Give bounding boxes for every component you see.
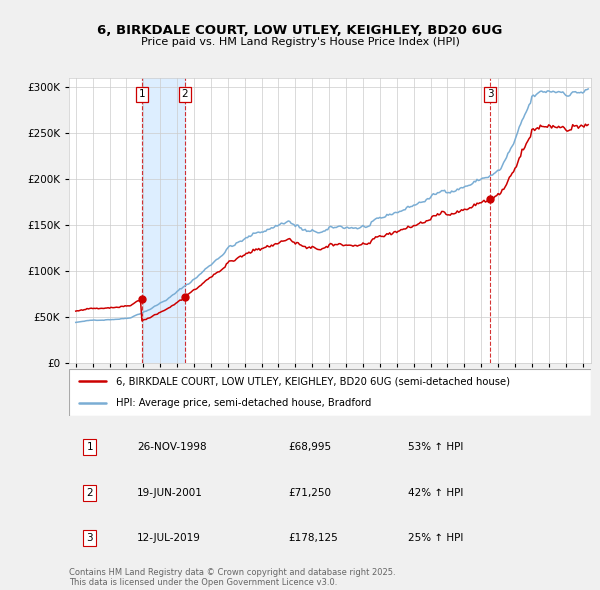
Text: £68,995: £68,995 (288, 442, 331, 453)
Text: 2: 2 (182, 89, 188, 99)
Text: 6, BIRKDALE COURT, LOW UTLEY, KEIGHLEY, BD20 6UG (semi-detached house): 6, BIRKDALE COURT, LOW UTLEY, KEIGHLEY, … (116, 376, 510, 386)
Bar (142, 78, 185, 363)
Text: HPI: Average price, semi-detached house, Bradford: HPI: Average price, semi-detached house,… (116, 398, 371, 408)
Text: Contains HM Land Registry data © Crown copyright and database right 2025.
This d: Contains HM Land Registry data © Crown c… (69, 568, 395, 587)
FancyBboxPatch shape (69, 369, 591, 416)
Text: 25% ↑ HPI: 25% ↑ HPI (409, 533, 464, 543)
Text: 19-JUN-2001: 19-JUN-2001 (137, 488, 203, 497)
Text: 12-JUL-2019: 12-JUL-2019 (137, 533, 201, 543)
Text: 6, BIRKDALE COURT, LOW UTLEY, KEIGHLEY, BD20 6UG: 6, BIRKDALE COURT, LOW UTLEY, KEIGHLEY, … (97, 24, 503, 37)
Text: 1: 1 (139, 89, 145, 99)
Text: 53% ↑ HPI: 53% ↑ HPI (409, 442, 464, 453)
Text: £71,250: £71,250 (288, 488, 331, 497)
Text: 1: 1 (86, 442, 93, 453)
Text: 2: 2 (86, 488, 93, 497)
Text: 3: 3 (86, 533, 93, 543)
Text: £178,125: £178,125 (288, 533, 338, 543)
Text: 42% ↑ HPI: 42% ↑ HPI (409, 488, 464, 497)
Text: Price paid vs. HM Land Registry's House Price Index (HPI): Price paid vs. HM Land Registry's House … (140, 37, 460, 47)
Text: 3: 3 (487, 89, 493, 99)
Text: 26-NOV-1998: 26-NOV-1998 (137, 442, 206, 453)
